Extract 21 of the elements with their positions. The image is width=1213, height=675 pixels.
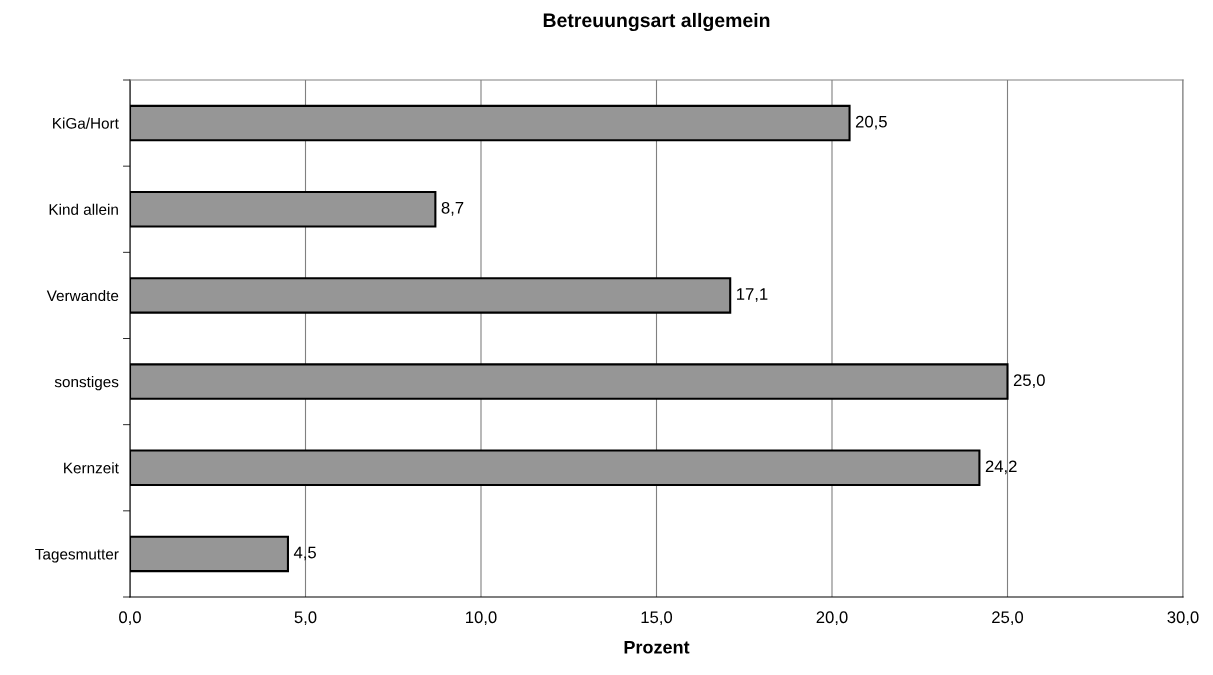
- y-tick-label: Kernzeit: [64, 462, 119, 474]
- data-label: 17,1: [737, 288, 768, 302]
- data-label: 20,5: [855, 115, 887, 130]
- x-tick-label: 10,0: [466, 611, 497, 626]
- data-label: 4,5: [293, 546, 316, 561]
- y-tick-label: Kind allein: [49, 203, 118, 215]
- data-label: 24,2: [985, 460, 1017, 475]
- x-tick-label: 15,0: [641, 611, 673, 626]
- y-tick-label: Tagesmutter: [35, 548, 119, 563]
- y-tick-label: KiGa/Hort: [53, 117, 119, 129]
- data-label: 8,7: [441, 201, 464, 216]
- x-tick-label: 20,0: [816, 611, 848, 626]
- x-tick-label: 25,0: [992, 611, 1024, 626]
- y-tick-label: sonstiges: [54, 376, 119, 391]
- x-tick-label: 0,0: [119, 611, 141, 626]
- data-label: 25,0: [1013, 374, 1045, 389]
- x-axis-title: Prozent: [624, 640, 690, 654]
- x-tick-label: 30,0: [1167, 611, 1199, 626]
- chart-title: Betreuungsart allgemein: [543, 12, 770, 32]
- x-tick-label: 5,0: [294, 611, 317, 626]
- y-tick-label: Verwandte: [46, 289, 119, 302]
